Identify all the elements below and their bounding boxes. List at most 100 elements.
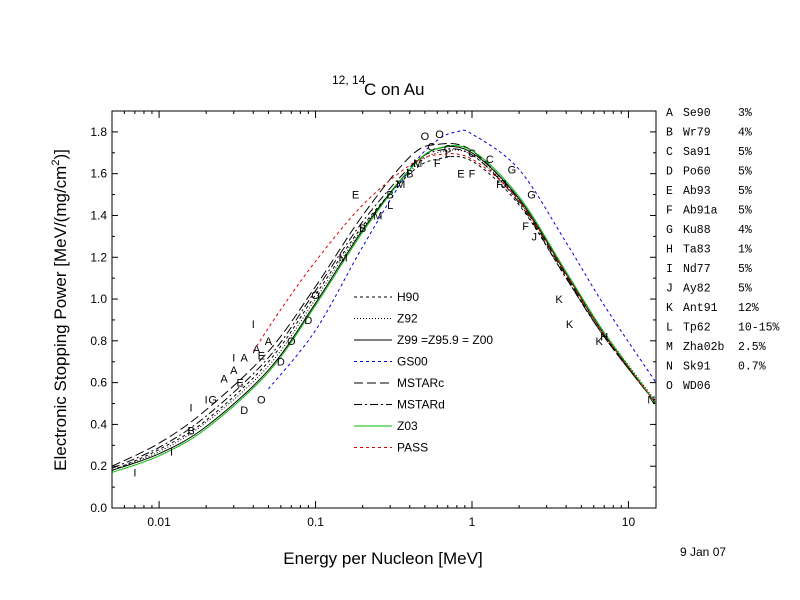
title-superscript: 12, 14 xyxy=(332,73,366,87)
ref-letter-0: A xyxy=(666,107,673,120)
y-axis-label-main: Electronic Stopping Power [MeV/(mg/cm xyxy=(51,166,70,471)
x-tick-labels: 0.01 0.1 1 10 xyxy=(147,515,635,529)
data-point-6: B xyxy=(359,223,366,235)
data-point-4: A xyxy=(265,336,273,348)
y-tick-label-8: 1.6 xyxy=(90,167,107,181)
ref-name-10: Ant91 xyxy=(683,302,718,315)
y-axis-label: Electronic Stopping Power [MeV/(mg/cm2)] xyxy=(50,149,70,471)
ref-name-12: Zha02b xyxy=(683,341,725,354)
series-line-1 xyxy=(112,149,656,471)
ref-name-11: Tp62 xyxy=(683,322,711,335)
data-point-5: B xyxy=(187,426,194,438)
data-point-40: L xyxy=(445,148,451,160)
ref-error-8: 5% xyxy=(738,263,752,276)
y-tick-label-4: 0.8 xyxy=(90,334,107,348)
data-point-30: I xyxy=(190,403,193,415)
y-tick-labels: 0.0 0.2 0.4 0.6 0.8 1.0 1.2 1.4 1.6 1.8 xyxy=(90,125,107,515)
ref-error-3: 5% xyxy=(738,166,752,179)
ref-error-7: 1% xyxy=(738,244,752,257)
ref-letter-13: N xyxy=(666,361,673,374)
ref-error-2: 5% xyxy=(738,146,752,159)
data-point-46: O xyxy=(257,394,266,406)
ref-letter-8: I xyxy=(666,263,673,276)
data-point-8: B xyxy=(406,169,413,181)
x-tick-label-3: 10 xyxy=(622,515,636,529)
data-point-17: E xyxy=(258,350,265,362)
y-tick-label-9: 1.8 xyxy=(90,125,107,139)
series-line-0 xyxy=(112,155,656,471)
ref-name-7: Ta83 xyxy=(683,244,711,257)
data-point-16: E xyxy=(237,378,244,390)
ref-letter-1: B xyxy=(666,127,673,140)
axis-ticks xyxy=(111,111,656,509)
y-axis-label-end: )] xyxy=(51,149,70,159)
ref-name-8: Nd77 xyxy=(683,263,711,276)
ref-error-4: 5% xyxy=(738,185,752,198)
data-point-21: F xyxy=(469,169,476,181)
data-point-24: G xyxy=(208,394,217,406)
ref-letter-7: H xyxy=(666,244,673,257)
chart-title: 12, 14 C on Au xyxy=(332,73,425,99)
data-point-39: L xyxy=(387,200,393,212)
date-label: 9 Jan 07 xyxy=(680,545,726,559)
data-point-38: K xyxy=(596,336,604,348)
series-line-2 xyxy=(112,145,656,471)
legend-label-2: Z99 =Z95.9 = Z00 xyxy=(397,333,493,347)
ref-name-6: Ku88 xyxy=(683,224,711,237)
y-tick-label-6: 1.2 xyxy=(90,250,107,264)
data-point-14: D xyxy=(277,357,285,369)
data-point-41: M xyxy=(339,252,348,264)
ref-error-0: 3% xyxy=(738,107,752,120)
ref-error-5: 5% xyxy=(738,205,752,218)
data-point-44: M xyxy=(413,158,422,170)
ref-letter-11: L xyxy=(666,322,673,335)
ref-name-14: WD06 xyxy=(683,380,711,393)
data-point-33: I xyxy=(252,319,255,331)
data-point-23: F xyxy=(522,221,529,233)
data-point-32: I xyxy=(232,353,235,365)
data-point-37: K xyxy=(566,319,574,331)
ref-error-12: 2.5% xyxy=(738,341,766,354)
legend-label-5: MSTARd xyxy=(397,398,445,412)
legend-label-1: Z92 xyxy=(397,312,418,326)
x-tick-label-0: 0.01 xyxy=(147,515,171,529)
ref-letter-4: E xyxy=(666,185,673,198)
ref-letter-2: C xyxy=(666,146,673,159)
data-point-43: M xyxy=(396,179,405,191)
ref-error-1: 4% xyxy=(738,127,752,140)
ref-name-2: Sa91 xyxy=(683,146,711,159)
ref-letter-14: O xyxy=(666,380,673,393)
legend-label-3: GS00 xyxy=(397,355,428,369)
ref-name-3: Po60 xyxy=(683,166,711,179)
data-point-50: O xyxy=(435,129,444,141)
ref-name-0: Se90 xyxy=(683,107,711,120)
data-point-2: A xyxy=(241,353,249,365)
reference-list: A Se90 3% B Wr79 4% C Sa91 5% D Po60 5% E Ab93 5% F Ab91… xyxy=(666,107,780,393)
ref-error-13: 0.7% xyxy=(738,361,766,374)
data-point-26: G xyxy=(527,190,536,202)
data-point-34: J xyxy=(501,179,507,191)
series-lines xyxy=(112,129,656,473)
data-point-15: D xyxy=(304,315,312,327)
data-point-35: J xyxy=(532,231,538,243)
data-point-10: C xyxy=(444,144,452,156)
series-line-5 xyxy=(112,148,656,469)
data-point-36: K xyxy=(555,294,563,306)
ref-error-6: 4% xyxy=(738,224,752,237)
ref-letter-3: D xyxy=(666,166,673,179)
x-tick-label-1: 0.1 xyxy=(307,515,324,529)
plot-frame xyxy=(111,110,657,509)
data-point-28: I xyxy=(133,467,136,479)
ref-letter-10: K xyxy=(666,302,673,315)
data-point-11: C xyxy=(468,148,476,160)
data-point-20: F xyxy=(434,158,441,170)
ref-error-10: 12% xyxy=(738,302,759,315)
series-line-7 xyxy=(252,153,656,404)
ref-name-13: Sk91 xyxy=(683,361,711,374)
legend-label-0: H90 xyxy=(397,290,419,304)
series-line-4 xyxy=(112,142,656,467)
data-point-29: I xyxy=(170,447,173,459)
legend-label-7: PASS xyxy=(397,441,428,455)
